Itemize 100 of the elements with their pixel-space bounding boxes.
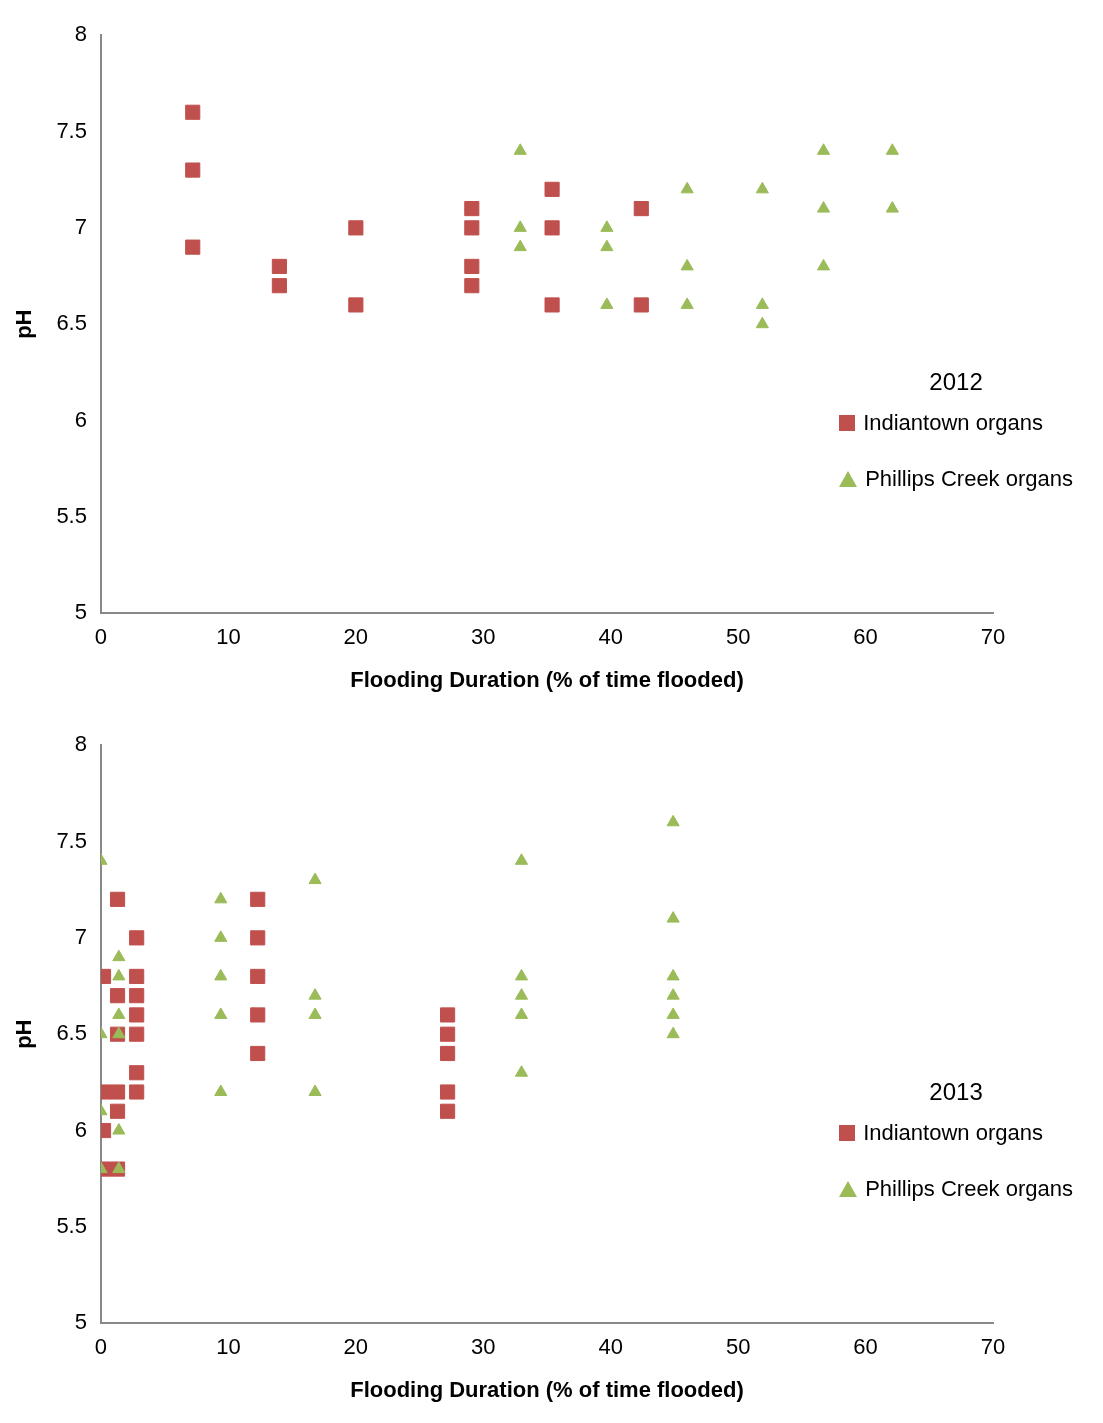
x-tick-label: 10 [216,624,241,650]
point [755,316,769,329]
point [666,911,680,923]
point [214,968,228,981]
point [666,1026,680,1039]
point [440,1084,456,1100]
point [816,143,831,155]
point [129,1007,145,1023]
y-axis-title: pH [11,309,37,339]
point [464,220,480,236]
y-tick-label: 6.5 [56,1020,87,1046]
point [666,968,680,981]
point [185,162,201,178]
point [308,1084,322,1096]
point [464,278,480,294]
annotation: 2012 [928,368,984,396]
point [464,201,480,217]
x-tick-label: 30 [471,1334,496,1360]
point [109,1103,126,1119]
y-tick-label: 5 [74,599,87,625]
x-tick-label: 60 [853,1334,878,1360]
point [250,930,266,946]
point [112,949,126,962]
point [250,1007,266,1023]
point [214,1007,228,1019]
legend-label: Phillips Creek organs [865,466,1073,492]
x-axis-title: Flooding Duration (% of time flooded) [350,1376,744,1402]
x-tick-label: 0 [94,1334,108,1360]
y-axis-title: pH [11,1019,37,1049]
legend-label: Indiantown organs [863,1120,1043,1146]
x-tick-label: 20 [343,1334,369,1360]
y-tick-label: 5 [74,1309,87,1335]
point [600,297,614,309]
point [680,181,694,194]
point [129,1065,145,1081]
point [514,988,529,1000]
point [214,930,228,942]
point [633,201,649,217]
y-tick-label: 7 [74,213,87,239]
point [271,258,287,274]
point [666,1007,680,1019]
point [109,988,126,1004]
y-tick-label: 7.5 [56,827,87,853]
y-tick-label: 5.5 [56,1212,87,1238]
point [250,968,266,984]
point [755,181,769,194]
point [755,297,769,309]
y-tick-label: 8 [74,21,87,47]
point [348,220,364,236]
point [109,891,126,907]
point [308,1007,322,1019]
y-tick-label: 7.5 [56,117,87,143]
point [666,814,680,827]
point [514,853,529,865]
y-tick-label: 6 [74,1116,87,1142]
point [666,988,680,1000]
point [464,258,480,274]
point [112,968,126,981]
point [271,278,287,294]
point [544,181,560,197]
point [129,988,145,1004]
point [250,891,266,907]
point [600,239,614,252]
point [885,143,899,155]
point [544,297,560,313]
point [513,143,527,155]
y-tick-label: 5.5 [56,502,87,528]
x-tick-label: 70 [980,624,1006,650]
x-tick-label: 40 [598,624,623,650]
y-tick-label: 8 [74,731,87,757]
x-tick-label: 50 [725,624,751,650]
legend-label: Phillips Creek organs [865,1176,1073,1202]
point [816,258,831,271]
point [112,1123,126,1135]
y-tick-label: 6.5 [56,310,87,336]
point [440,1007,456,1023]
point [440,1103,456,1119]
point [513,220,527,232]
point [129,1026,145,1042]
x-tick-label: 30 [471,624,496,650]
point [885,201,899,213]
point [680,297,694,309]
y-tick-label: 6 [74,406,87,432]
point [109,1084,126,1100]
point [600,220,614,232]
x-axis-title: Flooding Duration (% of time flooded) [350,666,744,692]
point [514,1065,529,1077]
x-tick-label: 70 [980,1334,1006,1360]
point [129,968,145,984]
point [308,988,322,1000]
x-tick-label: 0 [94,624,108,650]
point [214,1084,228,1096]
y-tick-label: 7 [74,923,87,949]
point [250,1045,266,1062]
point [816,201,831,213]
point [112,1007,126,1019]
point [308,872,322,885]
x-tick-label: 40 [598,1334,623,1360]
point [544,220,560,236]
point [513,239,527,252]
